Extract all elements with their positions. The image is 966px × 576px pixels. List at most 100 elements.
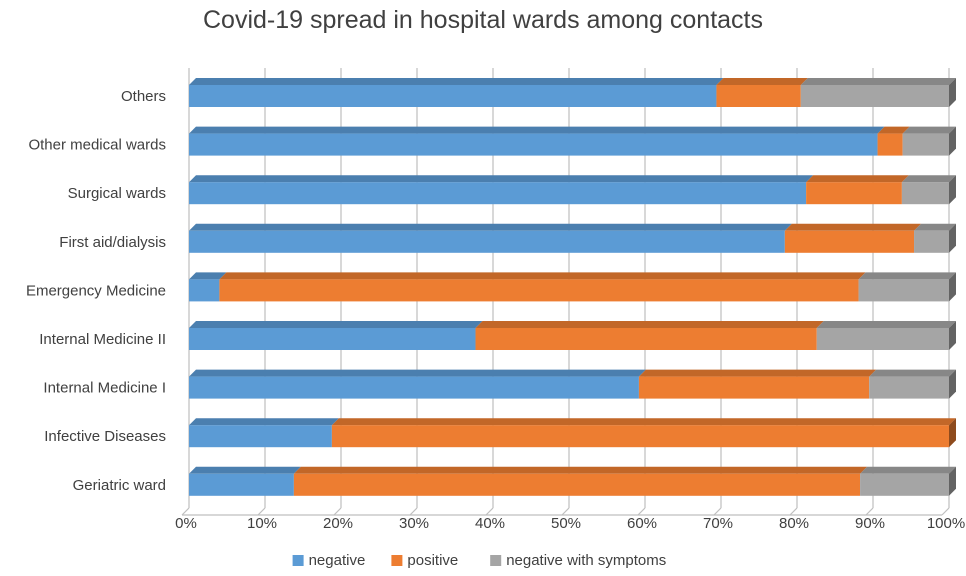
category-label: Emergency Medicine xyxy=(26,282,166,299)
bar-segment-negative-with-symptoms xyxy=(914,223,956,253)
category-label: Geriatric ward xyxy=(73,477,166,494)
gridline-depth xyxy=(485,507,494,516)
bar-segment-positive xyxy=(716,78,808,107)
bar-top-face xyxy=(189,321,483,328)
bar-top-face xyxy=(858,272,956,280)
category-label: Surgical wards xyxy=(68,185,166,202)
x-tick-label: 20% xyxy=(323,515,353,532)
x-tick-label: 40% xyxy=(475,515,505,532)
bar-segment-positive xyxy=(638,369,877,399)
bar-segment-negative-with-symptoms xyxy=(901,175,956,205)
x-tick-label: 10% xyxy=(247,515,277,532)
legend-swatch xyxy=(490,555,502,566)
legend-label: positive xyxy=(407,552,458,569)
bar-top-face xyxy=(877,126,910,134)
bar-top-face xyxy=(293,466,868,474)
gridline-depth xyxy=(409,507,418,516)
bar-front-face xyxy=(189,473,294,496)
bar-front-face xyxy=(189,376,639,399)
bar-top-face xyxy=(189,418,339,426)
bar-segment-negative xyxy=(189,418,339,448)
x-tick-label: 50% xyxy=(551,515,581,532)
category-label: Internal Medicine II xyxy=(39,331,166,348)
bar-segment-negative xyxy=(189,175,814,205)
bar-top-face xyxy=(901,175,956,183)
category-label: First aid/dialysis xyxy=(59,234,166,251)
bar-segment-negative xyxy=(189,466,301,496)
bar-front-face xyxy=(716,85,801,107)
x-tick-label: 0% xyxy=(175,515,197,532)
bar-top-face xyxy=(475,321,824,328)
bar-segment-negative-with-symptoms xyxy=(800,78,956,107)
legend-item: negative with symptoms xyxy=(490,552,666,569)
bar-end-face xyxy=(949,126,956,156)
category-label: Infective Diseases xyxy=(44,428,166,445)
bar-front-face xyxy=(189,425,332,448)
gridline-depth xyxy=(181,507,190,516)
bar-top-face xyxy=(860,466,956,474)
x-tick-label: 80% xyxy=(779,515,809,532)
legend-item: positive xyxy=(391,552,458,569)
bar-segment-negative xyxy=(189,78,724,107)
legend-item: negative xyxy=(292,552,366,569)
bar-top-face xyxy=(189,466,301,474)
gridline-depth xyxy=(941,507,950,516)
gridline-depth xyxy=(333,507,342,516)
bar-end-face xyxy=(949,175,956,205)
bar-top-face xyxy=(189,369,646,377)
x-tick-label: 60% xyxy=(627,515,657,532)
bar-end-face xyxy=(949,466,956,496)
bar-end-face xyxy=(949,369,956,399)
bars xyxy=(189,78,956,496)
bar-front-face xyxy=(800,85,949,107)
x-tick-labels: 0% 10% 20% 30% 40% 50% 60% 70% 80% 90% 100% xyxy=(175,515,965,532)
bar-front-face xyxy=(189,328,476,350)
bar-front-face xyxy=(638,376,870,399)
bar-front-face xyxy=(219,279,859,302)
bar-front-face xyxy=(806,182,902,205)
bar-top-face xyxy=(189,78,724,85)
bar-end-face xyxy=(949,78,956,107)
bar-front-face xyxy=(860,473,949,496)
gridline-depth xyxy=(257,507,266,516)
gridline-depth xyxy=(789,507,798,516)
bar-segment-positive xyxy=(293,466,868,496)
bar-segment-negative xyxy=(189,223,792,253)
bar-segment-negative xyxy=(189,126,885,156)
bar-front-face xyxy=(784,230,915,253)
bar-front-face xyxy=(189,279,220,302)
bar-segment-positive xyxy=(806,175,909,205)
bar-front-face xyxy=(858,279,949,302)
bar-top-face xyxy=(784,223,922,231)
bar-segment-positive xyxy=(475,321,824,350)
category-label: Other medical wards xyxy=(28,137,166,154)
bar-top-face xyxy=(902,126,956,134)
bar-top-face xyxy=(806,175,909,183)
bar-segment-positive xyxy=(784,223,922,253)
gridline-depth xyxy=(865,507,874,516)
bar-end-face xyxy=(949,223,956,253)
bar-front-face xyxy=(189,85,717,107)
bar-top-face xyxy=(638,369,877,377)
bar-top-face xyxy=(189,175,814,183)
bar-segment-negative-with-symptoms xyxy=(869,369,956,399)
x-tick-label: 70% xyxy=(703,515,733,532)
legend-swatch xyxy=(391,555,403,566)
bar-segment-positive xyxy=(219,272,866,302)
bar-segment-negative-with-symptoms xyxy=(860,466,956,496)
bar-top-face xyxy=(189,272,227,280)
bar-segment-negative-with-symptoms xyxy=(902,126,956,156)
legend-label: negative xyxy=(309,552,366,569)
bar-front-face xyxy=(189,230,785,253)
legend-label: negative with symptoms xyxy=(506,552,666,569)
x-tick-label: 90% xyxy=(855,515,885,532)
legend-swatch xyxy=(292,555,304,566)
bar-end-face xyxy=(949,272,956,302)
bar-segment-negative-with-symptoms xyxy=(858,272,956,302)
bar-front-face xyxy=(901,182,949,205)
bar-segment-negative xyxy=(189,369,646,399)
bar-front-face xyxy=(189,182,807,205)
x-tick-label: 30% xyxy=(399,515,429,532)
